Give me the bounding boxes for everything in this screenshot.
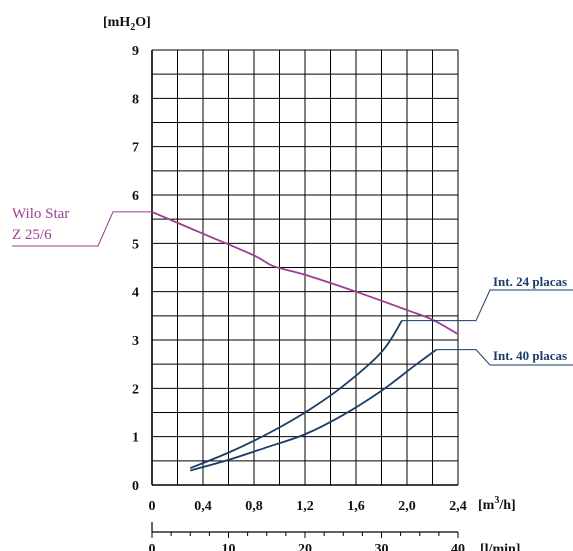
y-tick-label: 2 — [132, 382, 139, 397]
y-tick-label: 3 — [132, 334, 139, 349]
series-label-pump: Wilo Star — [12, 206, 69, 222]
grid — [151, 49, 459, 486]
x-tick-label: 2,4 — [449, 499, 467, 514]
tick-labels: 0 1 2 3 4 5 6 7 8 9 0 0,4 0,8 1,2 1,6 2,0 2,4 0 10 20 30 40 — [132, 44, 467, 551]
x2-tick-label: 30 — [375, 542, 389, 551]
series-label-40: Int. 40 placas — [493, 348, 567, 363]
series-labels: Wilo Star Z 25/6 Int. 24 placas Int. 40 pla… — [12, 206, 573, 366]
leader-line-pump — [12, 211, 152, 247]
x-tick-label: 2,0 — [398, 499, 416, 514]
series-line-1 — [189, 320, 403, 469]
x-tick-label: 0,8 — [245, 499, 263, 514]
series-group — [151, 211, 459, 472]
x-axis-unit-main: [m — [478, 498, 495, 513]
y-tick-label: 6 — [132, 189, 139, 204]
series-line-2 — [190, 348, 437, 472]
series-line-0 — [151, 211, 459, 335]
y-axis-unit: [mH2O] — [103, 15, 151, 33]
y-tick-label: 8 — [132, 92, 139, 107]
y-tick-label: 4 — [132, 286, 139, 301]
y-axis-unit-main: [mH — [103, 15, 130, 30]
x2-tick-label: 20 — [298, 542, 312, 551]
x-axis-unit-sup: 3 — [494, 495, 499, 506]
x2-axis-unit: [l/min] — [480, 542, 520, 551]
x-tick-label: 1,2 — [296, 499, 314, 514]
leader-line-40 — [436, 349, 573, 366]
x-axis-unit: [m3/h] — [478, 495, 516, 513]
y-tick-label: 0 — [132, 479, 139, 494]
x2-tick-label: 40 — [451, 542, 465, 551]
x-tick-label: 0,4 — [194, 499, 212, 514]
x2-tick-label: 10 — [222, 542, 236, 551]
leader-line-24 — [401, 289, 573, 322]
y-tick-label: 9 — [132, 44, 139, 59]
x-tick-label: 0 — [149, 499, 156, 514]
x-axis-unit-tail: /h] — [498, 498, 515, 513]
y-axis-unit-sub: 2 — [130, 22, 135, 33]
y-tick-label: 7 — [132, 141, 139, 156]
y-tick-label: 1 — [132, 431, 139, 446]
y-axis-unit-tail: O] — [135, 15, 151, 30]
series-label-24: Int. 24 placas — [493, 274, 567, 289]
x-tick-label: 1,6 — [347, 499, 365, 514]
series-label-pump: Z 25/6 — [12, 227, 52, 243]
y-tick-label: 5 — [132, 237, 139, 252]
x2-tick-label: 0 — [149, 542, 156, 551]
